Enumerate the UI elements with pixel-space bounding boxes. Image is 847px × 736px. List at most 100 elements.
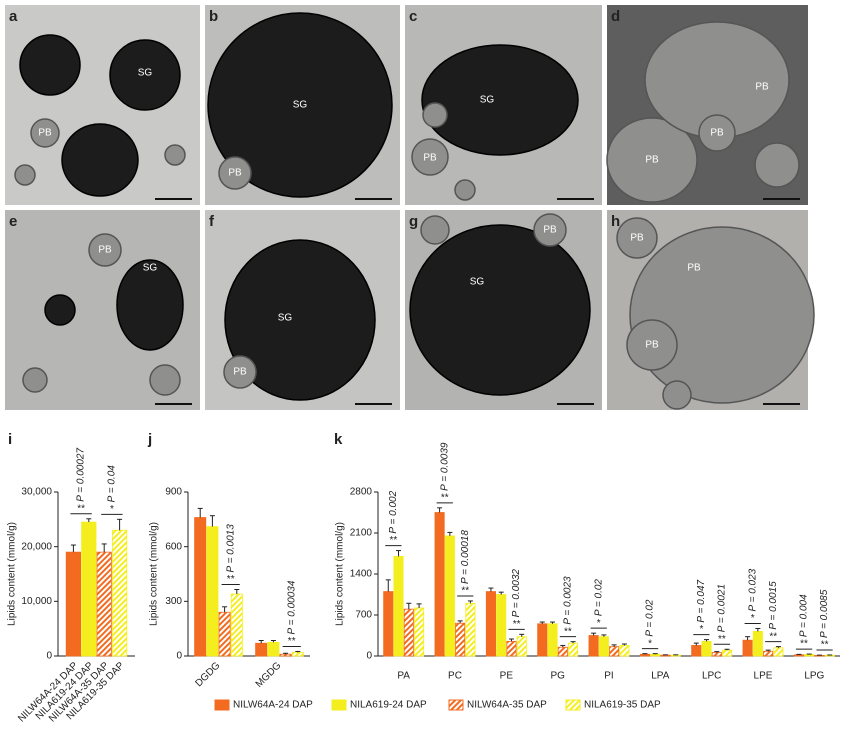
structure-label: PB [543, 225, 557, 236]
p-value: P = 0.00018 [460, 530, 471, 584]
significance-stars: ** [800, 639, 808, 650]
p-value: P = 0.0013 [225, 524, 236, 573]
bar [485, 591, 496, 657]
significance-stars: * [751, 613, 755, 624]
bar [444, 535, 455, 657]
panel-letter: a [9, 8, 18, 25]
y-tick-label: 2100 [350, 528, 373, 539]
starch-granule [207, 12, 393, 198]
p-value: P = 0.0039 [439, 442, 450, 491]
x-tick-label: LPE [754, 671, 773, 682]
p-value: P = 0.02 [645, 599, 656, 637]
micrograph: c SG PB [405, 5, 602, 205]
bar [465, 602, 476, 657]
bar [455, 622, 466, 657]
bar [194, 517, 207, 657]
bar [112, 529, 128, 657]
starch-granule [19, 34, 81, 96]
bar [568, 642, 579, 657]
x-tick-label: DGDG [193, 660, 222, 689]
starch-granule [109, 39, 181, 111]
panel-letter: k [334, 431, 343, 448]
protein-body [88, 233, 122, 267]
bar [742, 639, 753, 657]
significance-stars: ** [227, 574, 235, 585]
panel-letter: i [8, 431, 12, 448]
panel-letter: d [611, 8, 620, 25]
x-tick-label: PI [604, 671, 613, 682]
significance-stars: ** [769, 631, 777, 642]
protein-body [22, 367, 48, 393]
protein-body [626, 319, 678, 371]
bar [547, 623, 558, 657]
micrograph: g SG PB [405, 210, 602, 410]
x-tick-label: PA [397, 671, 410, 682]
starch-granule [409, 224, 591, 396]
significance-stars: * [648, 638, 652, 649]
p-value: P = 0.0015 [768, 581, 779, 630]
structure-label: PB [710, 128, 724, 139]
micrograph: d PB PB PB [606, 5, 808, 205]
bar [255, 642, 268, 657]
y-axis-label: Lipids content (mmol/g) [335, 522, 346, 626]
structure-label: SG [470, 277, 485, 288]
starch-granule [224, 239, 376, 401]
bar [506, 640, 517, 657]
bar [557, 646, 568, 657]
protein-body [754, 142, 800, 188]
p-value: P = 0.047 [696, 579, 707, 622]
y-axis-label: Lipids content (mmol/g) [149, 522, 160, 626]
bar [96, 551, 112, 657]
significance-stars: ** [461, 586, 469, 597]
bar [516, 636, 527, 657]
x-tick-label: MGDG [254, 660, 284, 690]
protein-body [616, 217, 658, 259]
bar [65, 551, 81, 657]
legend-label: NILA619-24 DAP [350, 700, 427, 711]
significance-stars: ** [288, 636, 296, 647]
protein-body [149, 364, 181, 396]
legend-swatch [565, 699, 581, 711]
protein-body [420, 215, 450, 245]
significance-stars: ** [441, 492, 449, 503]
significance-stars: ** [564, 626, 572, 637]
panel-letter: h [611, 213, 620, 230]
x-tick-label: LPC [702, 671, 721, 682]
bar [81, 521, 97, 657]
significance-stars: ** [718, 634, 726, 645]
significance-stars: * [110, 504, 114, 515]
bar [763, 650, 774, 657]
protein-body [533, 213, 567, 247]
x-tick-label: PE [500, 671, 514, 682]
p-value: P = 0.023 [747, 568, 758, 611]
structure-label: PB [645, 155, 659, 166]
protein-body [662, 380, 692, 410]
structure-label: SG [138, 68, 153, 79]
protein-body [422, 102, 448, 128]
y-tick-label: 600 [165, 541, 182, 552]
panel-letter: e [9, 213, 17, 230]
structure-label: PB [630, 233, 644, 244]
legend-label: NILW64A-24 DAP [233, 700, 313, 711]
y-tick-label: 300 [165, 596, 182, 607]
bar [804, 654, 815, 657]
p-value: P = 0.00027 [76, 448, 87, 502]
x-tick-label: LPA [651, 671, 669, 682]
bar [230, 593, 243, 657]
y-axis-label: Lipids content (mmol/g) [7, 522, 18, 626]
bar [691, 645, 702, 657]
bar [434, 512, 445, 657]
structure-label: SG [293, 100, 308, 111]
bar [383, 591, 394, 657]
significance-stars: * [699, 624, 703, 635]
protein-body [454, 179, 476, 201]
y-tick-label: 30,000 [21, 487, 52, 498]
micrograph: e PB SG [5, 210, 200, 410]
p-value: P = 0.004 [799, 594, 810, 637]
y-tick-label: 20,000 [21, 541, 52, 552]
p-value: P = 0.0023 [563, 576, 574, 625]
bar [650, 653, 661, 657]
legend-swatch [448, 699, 464, 711]
structure-label: SG [480, 95, 495, 106]
